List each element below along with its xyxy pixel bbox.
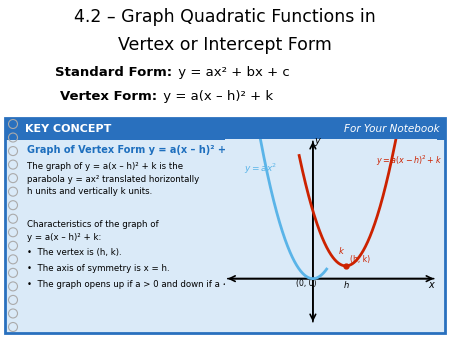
Text: y = a(x – h)² + k: y = a(x – h)² + k — [159, 90, 273, 103]
Text: y: y — [314, 136, 320, 146]
Text: 4.2 – Graph Quadratic Functions in: 4.2 – Graph Quadratic Functions in — [74, 8, 376, 26]
Text: Standard Form:: Standard Form: — [55, 66, 172, 79]
Text: x: x — [428, 280, 434, 290]
Text: For Your Notebook: For Your Notebook — [344, 124, 440, 134]
Text: (h, k): (h, k) — [350, 255, 370, 264]
Text: (0, 0): (0, 0) — [296, 279, 316, 288]
Text: y = ax² + bx + c: y = ax² + bx + c — [174, 66, 290, 79]
Text: Vertex or Intercept Form: Vertex or Intercept Form — [118, 36, 332, 54]
Text: •  The axis of symmetry is x = h.: • The axis of symmetry is x = h. — [27, 264, 170, 273]
Text: KEY CONCEPT: KEY CONCEPT — [25, 124, 112, 134]
Text: •  The vertex is (h, k).: • The vertex is (h, k). — [27, 248, 122, 257]
Text: h: h — [343, 281, 348, 290]
Text: •  The graph opens up if a > 0 and down if a < 0.: • The graph opens up if a > 0 and down i… — [27, 280, 241, 289]
Bar — [5, 118, 445, 140]
Text: Characteristics of the graph of
y = a(x – h)² + k:: Characteristics of the graph of y = a(x … — [27, 220, 158, 241]
Text: k: k — [338, 247, 343, 257]
Text: Graph of Vertex Form y = a(x – h)² + k: Graph of Vertex Form y = a(x – h)² + k — [27, 145, 236, 155]
Text: The graph of y = a(x – h)² + k is the
parabola y = ax² translated horizontally
h: The graph of y = a(x – h)² + k is the pa… — [27, 162, 199, 196]
Text: $y=a(x-h)^2+k$: $y=a(x-h)^2+k$ — [376, 154, 442, 168]
Text: Vertex Form:: Vertex Form: — [60, 90, 157, 103]
Bar — [5, 118, 445, 333]
Text: $y = ax^2$: $y = ax^2$ — [244, 161, 278, 176]
